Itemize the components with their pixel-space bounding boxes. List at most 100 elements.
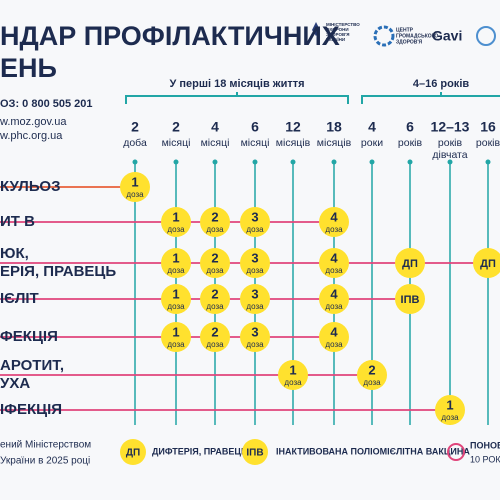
dose-number: 1 (446, 397, 453, 412)
column-unit: років (398, 137, 423, 149)
dose-number: 1 (131, 174, 138, 189)
renewal-icon (447, 443, 465, 461)
column-dot (212, 159, 218, 165)
trident (312, 22, 320, 36)
dose-unit: доза (325, 225, 343, 234)
column-dot (290, 159, 296, 165)
column-age: 12 (285, 119, 301, 135)
dose-badge: ДП (402, 258, 418, 270)
dose-number: 4 (330, 286, 338, 301)
dose-circle (200, 207, 230, 237)
dose-unit: доза (325, 340, 343, 349)
dose-unit: доза (167, 225, 185, 234)
column-dot (485, 159, 491, 165)
who-logo (476, 26, 496, 46)
ministry-text: ЗДОРОВ'Я (326, 32, 350, 37)
row-label: ІФЕКЦІЯ (0, 401, 62, 418)
column-unit: місяці (201, 137, 230, 149)
dose-circle (240, 248, 270, 278)
dose-circle (435, 395, 465, 425)
dose-circle (200, 248, 230, 278)
dose-circle (319, 248, 349, 278)
row-label: ФЕКЦІЯ (0, 328, 58, 345)
ministry-text: ОХОРОНИ (326, 27, 349, 32)
dose-number: 1 (289, 362, 296, 377)
gavi: Gavi (432, 28, 462, 44)
dose-number: 2 (211, 286, 218, 301)
dose-circle (161, 207, 191, 237)
column-age: 4 (368, 119, 376, 135)
row-label: УХА (0, 375, 30, 392)
dose-number: 4 (330, 250, 338, 265)
ministry-text: УКРАЇНИ (326, 36, 345, 42)
dose-unit: доза (246, 302, 264, 311)
group-bracket (125, 92, 349, 104)
column-dot (447, 159, 453, 165)
column-dot (132, 159, 138, 165)
dose-unit: доза (441, 413, 459, 422)
dose-circle (161, 248, 191, 278)
link: w.moz.gov.ua (0, 116, 67, 128)
dose-number: 2 (211, 324, 218, 339)
column-unit: місяців (317, 137, 352, 149)
column-age: 18 (326, 119, 342, 135)
dose-unit: доза (246, 266, 264, 275)
dose-number: 4 (330, 324, 338, 339)
dose-unit: доза (126, 190, 144, 199)
dose-circle (395, 248, 425, 278)
dose-circle (278, 360, 308, 390)
dose-number: 3 (251, 286, 258, 301)
dose-number: 3 (251, 209, 258, 224)
column-unit: доба (123, 137, 147, 149)
dose-circle (395, 284, 425, 314)
dose-circle (319, 284, 349, 314)
renewal-text: 10 РОКІВ (470, 454, 500, 464)
column-age: 2 (172, 119, 180, 135)
dose-number: 2 (368, 362, 375, 377)
column-age: 6 (251, 119, 259, 135)
dose-unit: доза (167, 302, 185, 311)
center-text: ГРОМАДСЬКОГО (396, 33, 438, 39)
column-age: 12–13 (431, 119, 470, 135)
dose-unit: доза (246, 340, 264, 349)
column-unit: дівчата (432, 149, 467, 161)
column-unit: років (476, 137, 500, 149)
center-text: ЗДОРОВ'Я (396, 39, 423, 45)
column-unit: роки (361, 137, 383, 149)
dose-unit: доза (206, 225, 224, 234)
column-age: 4 (211, 119, 219, 135)
dose-unit: доза (363, 378, 381, 387)
logos (312, 22, 496, 47)
dose-number: 3 (251, 250, 258, 265)
dose-number: 2 (211, 209, 218, 224)
dose-number: 3 (251, 324, 258, 339)
dose-number: 1 (172, 324, 179, 339)
dose-circle (200, 284, 230, 314)
legend-text: ІНАКТИВОВАНА ПОЛІОМІЄЛІТНА ВАКЦИНА (276, 446, 470, 456)
center-logo (373, 25, 395, 47)
dose-circle (161, 322, 191, 352)
dose-unit: доза (284, 378, 302, 387)
column-age: 2 (131, 119, 139, 135)
dose-unit: доза (206, 302, 224, 311)
dose-circle (240, 322, 270, 352)
dose-unit: доза (167, 340, 185, 349)
column-unit: місяців (276, 137, 311, 149)
column-dot (173, 159, 179, 165)
link: w.phc.org.ua (0, 130, 63, 142)
dose-badge: ІПВ (401, 294, 420, 306)
column-age: 6 (406, 119, 414, 135)
dose-unit: доза (206, 266, 224, 275)
row-label: ЮК, (0, 245, 29, 262)
group-label: У перші 18 місяців життя (169, 78, 304, 90)
row-label: АРОТИТ, (0, 357, 64, 374)
legend-badge-text: ДП (126, 448, 140, 459)
column-unit: місяці (162, 137, 191, 149)
column-unit: місяці (241, 137, 270, 149)
dose-number: 1 (172, 286, 179, 301)
dose-circle (240, 207, 270, 237)
column-dot (369, 159, 375, 165)
dose-number: 4 (330, 209, 338, 224)
row-label: ЕРІЯ, ПРАВЕЦЬ (0, 263, 116, 280)
